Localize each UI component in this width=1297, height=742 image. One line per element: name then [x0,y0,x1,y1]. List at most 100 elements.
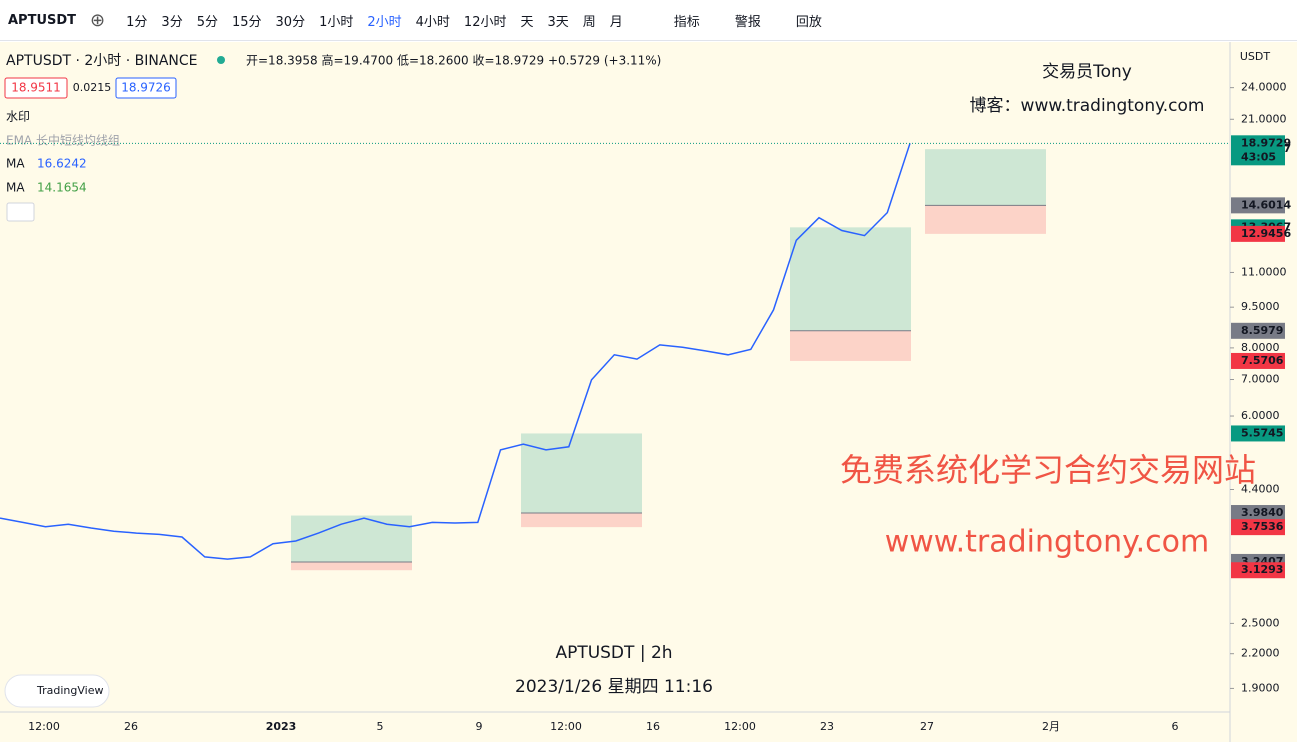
x-tick-label: 16 [646,720,660,733]
date-watermark: 2023/1/26 星期四 11:16 [515,677,713,697]
interval[interactable]: 15分 [231,14,262,30]
brand[interactable]: TradingView [36,684,103,697]
x-tick-label: 2月 [1042,720,1060,733]
price-tag-label: 3.9840 [1241,506,1284,519]
collapse-button[interactable] [6,202,35,222]
symbol[interactable]: APTUSDT [8,12,77,28]
x-tick-label: 5 [377,720,384,733]
intervals: 1分 3分 5分 15分 30分 1小时 2小时 4小时 12小时天 3天周月 [119,11,630,30]
price-tag [1231,505,1285,522]
interval[interactable]: 月 [609,14,623,30]
brand-badge[interactable] [4,674,110,708]
price-tag-label: 3.1293 [1241,563,1283,576]
interval[interactable]: 周 [582,14,596,30]
x-tick-label: 12:00 [550,720,582,733]
bid-box [4,77,68,99]
slogan: 免费系统化学习合约交易网站 [840,451,1256,489]
tool[interactable]: 回放 [795,14,822,30]
price-tag-label: 43:05 [1241,150,1276,163]
price-tag-label: 12.9456 [1241,227,1291,240]
price-tag [1231,352,1285,369]
y-tick-label: 4.4000 [1241,483,1280,496]
ema-label: EMA 长中短线均线组 [6,133,120,148]
price-tag-label: 18.9729 [1241,136,1291,149]
interval[interactable]: 1小时 [319,14,354,30]
price-tag [1231,322,1285,339]
add-symbol[interactable]: ⊕ [90,9,106,31]
interval[interactable]: 3天 [547,14,569,30]
y-tick-label: 11.0000 [1241,265,1287,278]
interval[interactable]: 30分 [275,14,306,30]
ma-value: 16.6242 [37,157,87,171]
status-dot [217,56,225,64]
profit-zone [521,433,642,514]
spread: 0.0215 [73,81,112,94]
author: 交易员Tony [1042,62,1132,82]
loss-zone [925,205,1046,234]
price-tag-label: 7.5706 [1241,354,1284,367]
y-tick-label: 2.2000 [1241,647,1280,660]
loss-zone [521,513,642,528]
interval[interactable]: 12小时 [463,14,507,30]
price-tag-label: 5.5745 [1241,426,1283,439]
price-tag [1231,562,1285,579]
y-tick-label: 1.9000 [1241,681,1280,694]
ma-value: 14.1654 [37,181,87,195]
price-tag-label: 8.5979 [1241,324,1283,337]
y-tick-label: 9.5000 [1241,300,1280,313]
x-tick-label: 12:00 [28,720,60,733]
currency[interactable]: USDT [1240,50,1271,63]
interval[interactable]: 1分 [126,14,148,30]
ma-name: MA [6,181,25,195]
loss-zone [790,330,911,361]
y-tick-label: 24.0000 [1241,81,1287,94]
price-tag-label: 3.7536 [1241,520,1284,533]
price-tag [1231,225,1285,242]
price-line [0,143,911,560]
x-tick-label: 2023 [266,720,297,733]
legend-title: APTUSDT · 2小时 · BINANCE [6,53,198,69]
y-tick-label: 2.5000 [1241,616,1280,629]
url: www.tradingtony.com [885,525,1210,560]
y-tick-label: 6.0000 [1241,409,1280,422]
price-tag [1231,425,1285,442]
interval[interactable]: 3分 [161,14,183,30]
profit-zone [291,515,412,562]
x-tick-label: 27 [920,720,934,733]
chart-bg [0,42,1230,712]
ohlc: 开=18.3958 高=19.4700 低=18.2600 收=18.9729 … [246,53,661,68]
interval[interactable]: 4小时 [415,14,450,30]
profit-zone [925,149,1046,206]
x-tick-label: 6 [1172,720,1179,733]
symbol-watermark: APTUSDT | 2h [555,643,672,663]
blog: 博客：www.tradingtony.com [970,96,1205,116]
y-tick-label: 21.0000 [1241,112,1287,125]
interval[interactable]: 2小时 [367,14,402,30]
x-tick-label: 12:00 [724,720,756,733]
watermark-label: 水印 [6,110,30,124]
y-tick-label: 7.0000 [1241,373,1280,386]
price-tag [1231,197,1285,214]
interval[interactable]: 天 [520,14,534,30]
x-tick-label: 9 [476,720,483,733]
tools: 指标 警报 回放 [667,11,850,30]
y-tick-label: 8.0000 [1241,341,1280,354]
ask-box [115,77,177,99]
price-tag [1231,135,1285,166]
ma-name: MA [6,157,25,171]
time-axis-bg [0,712,1230,742]
profit-zone [790,227,911,331]
x-tick-label: 26 [124,720,138,733]
tool[interactable]: 警报 [734,14,761,30]
price-tag [1231,519,1285,536]
toolbar: APTUSDT ⊕ 1分 3分 5分 15分 30分 1小时 2小时 4小时 12小时天 3天周月… [0,0,1297,41]
tool[interactable]: 指标 [673,14,700,30]
x-tick-label: 23 [820,720,834,733]
bid: 18.9511 [11,81,61,95]
price-tag-label: 14.6014 [1241,198,1291,211]
ask: 18.9726 [121,81,171,95]
interval[interactable]: 5分 [196,14,218,30]
loss-zone [291,561,412,571]
